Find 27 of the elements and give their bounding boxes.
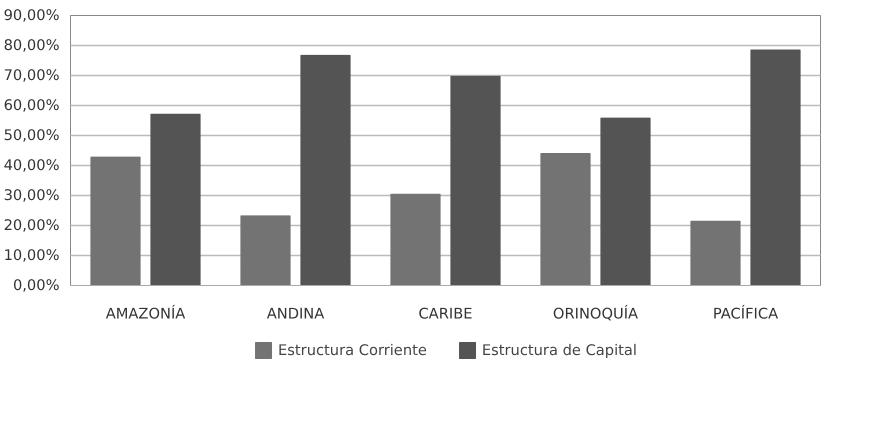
x-tick-label: CARIBE (418, 306, 473, 322)
bar (690, 220, 741, 286)
x-tick-label: ANDINA (266, 306, 324, 322)
x-tick-label: AMAZONÍA (106, 304, 186, 322)
bar (750, 50, 801, 286)
y-tick-label: 0,00% (12, 277, 60, 294)
y-tick-label: 20,00% (4, 217, 60, 234)
y-tick-label: 90,00% (4, 7, 60, 24)
bar (150, 114, 201, 286)
bar (390, 194, 441, 286)
x-tick-label: PACÍFICA (712, 304, 778, 322)
legend-label: Estructura de Capital (482, 342, 637, 358)
y-tick-label: 40,00% (4, 157, 60, 174)
legend-label: Estructura Corriente (278, 342, 427, 358)
bar (240, 215, 291, 286)
bar (300, 54, 351, 286)
x-tick-label: ORINOQUÍA (552, 304, 638, 322)
y-tick-label: 30,00% (4, 187, 60, 204)
y-tick-label: 80,00% (4, 37, 60, 54)
y-tick-label: 70,00% (4, 67, 60, 84)
y-tick-label: 60,00% (4, 97, 60, 114)
bar (540, 153, 591, 286)
bar (450, 76, 501, 286)
y-tick-label: 10,00% (4, 247, 60, 264)
bar (600, 118, 651, 286)
y-tick-label: 50,00% (4, 127, 60, 144)
bar (90, 156, 141, 286)
